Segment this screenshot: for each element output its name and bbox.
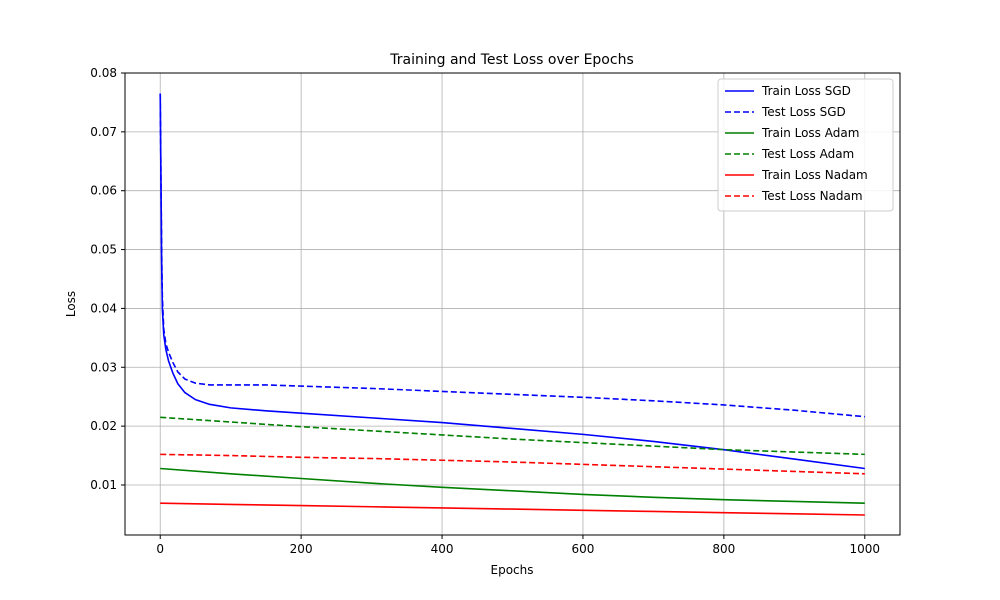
x-axis-label: Epochs [491,563,534,577]
y-tick-label: 0.07 [90,125,117,139]
legend-label: Test Loss Adam [761,147,854,161]
y-tick-label: 0.04 [90,301,117,315]
x-tick-label: 1000 [849,542,880,556]
series-line-1 [159,93,865,418]
plot-frame [124,72,901,536]
series-line-2 [160,467,865,505]
x-tick-label: 0 [156,542,164,556]
x-tick-label: 800 [712,542,735,556]
legend-label: Test Loss Nadam [761,189,863,203]
legend-label: Train Loss Nadam [761,168,868,182]
x-tick-label: 400 [431,542,454,556]
series-line-5 [160,453,865,475]
y-tick-label: 0.05 [90,243,117,257]
series-line-0 [159,93,865,470]
series-line-3 [160,416,865,456]
legend-label: Train Loss SGD [761,84,851,98]
y-axis: 0.01 0.02 0.03 0.04 0.05 0.06 0.07 0.08 [90,66,125,492]
legend-label: Train Loss Adam [761,126,859,140]
y-tick-label: 0.02 [90,419,117,433]
series-line-4 [160,502,865,516]
y-tick-label: 0.03 [90,360,117,374]
legend-frame [717,78,894,212]
x-axis: 0 200 400 600 800 1000 [156,535,880,556]
legend-label: Test Loss SGD [761,105,846,119]
series-group [159,93,865,516]
x-tick-label: 200 [290,542,313,556]
chart-title: Training and Test Loss over Epochs [389,52,634,68]
y-axis-label: Loss [64,291,78,317]
legend: Train Loss SGD Test Loss SGD Train Loss Ad… [717,78,894,212]
y-tick-label: 0.06 [90,184,117,198]
y-tick-label: 0.08 [90,66,117,80]
x-tick-label: 600 [572,542,595,556]
y-tick-label: 0.01 [90,478,117,492]
